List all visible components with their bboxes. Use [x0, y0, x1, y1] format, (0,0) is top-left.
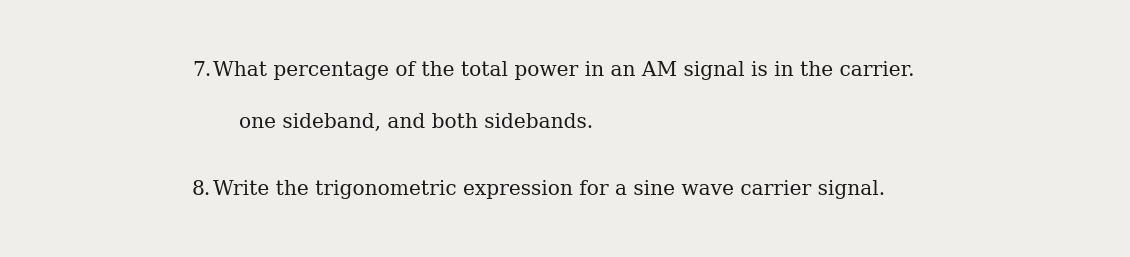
- Text: 7.: 7.: [192, 61, 211, 80]
- Text: 8.: 8.: [192, 180, 211, 199]
- Text: What percentage of the total power in an AM signal is in the carrier.: What percentage of the total power in an…: [214, 61, 914, 80]
- Text: Write the trigonometric expression for a sine wave carrier signal.: Write the trigonometric expression for a…: [214, 180, 885, 199]
- Text: one sideband, and both sidebands.: one sideband, and both sidebands.: [240, 113, 593, 132]
